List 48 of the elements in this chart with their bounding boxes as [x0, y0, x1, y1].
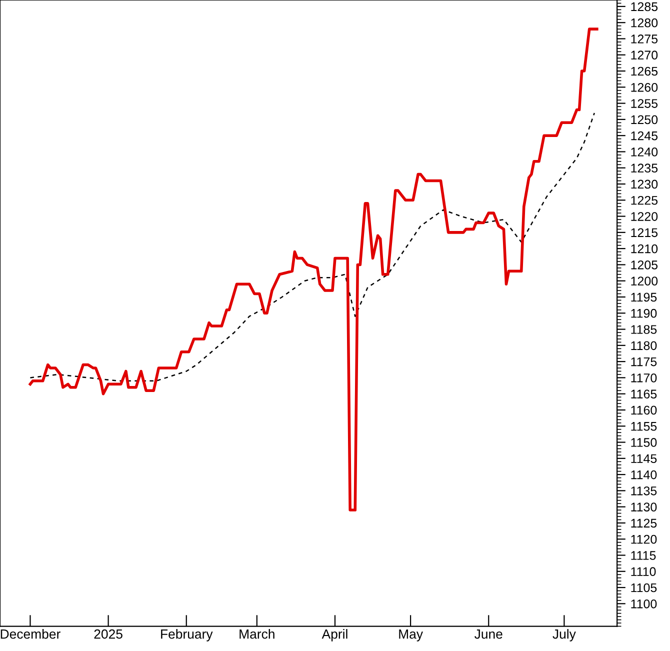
line-series — [30, 112, 596, 382]
y-tick-label: 1180 — [631, 341, 657, 350]
x-tick-label: July — [552, 629, 576, 642]
y-tick-label: 1155 — [631, 422, 657, 431]
y-tick-label: 1135 — [631, 486, 657, 496]
y-tick-label: 1130 — [631, 502, 657, 512]
y-tick-label: 1265 — [631, 66, 658, 76]
y-tick-label: 1270 — [631, 50, 658, 60]
x-tick-label: March — [240, 629, 274, 639]
x-tick-label: April — [322, 629, 348, 642]
y-tick-label: 1250 — [631, 115, 658, 124]
y-tick-label: 1235 — [631, 164, 658, 173]
y-tick-label: 1120 — [631, 534, 657, 544]
y-tick-label: 1200 — [631, 276, 658, 286]
y-tick-label: 1125 — [631, 518, 657, 528]
y-tick-label: 1215 — [631, 228, 658, 238]
y-tick-label: 1230 — [631, 180, 658, 189]
y-tick-label: 1100 — [631, 599, 657, 608]
y-tick-label: 1165 — [631, 390, 657, 398]
x-tick-label: February — [161, 629, 213, 642]
x-tick-label: December — [0, 629, 60, 639]
y-tick-label: 1185 — [631, 325, 657, 334]
y-tick-label: 1210 — [631, 244, 658, 254]
y-tick-label: 1175 — [631, 357, 657, 366]
y-tick-label: 1275 — [631, 34, 658, 44]
y-tick-label: 1285 — [631, 2, 658, 12]
y-tick-label: 1260 — [631, 82, 658, 92]
y-tick-label: 1190 — [631, 308, 657, 318]
y-tick-label: 1205 — [631, 260, 658, 270]
y-tick-label: 1140 — [631, 470, 657, 480]
x-tick-label: 2025 — [94, 629, 122, 639]
y-tick-label: 1195 — [631, 292, 657, 302]
y-tick-label: 1105 — [631, 583, 657, 592]
y-tick-label: 1280 — [631, 18, 658, 28]
line-series — [28, 28, 598, 512]
y-tick-label: 1115 — [631, 551, 656, 560]
y-tick-label: 1220 — [631, 212, 658, 221]
y-tick-label: 1170 — [631, 373, 657, 382]
y-tick-label: 1225 — [631, 196, 658, 205]
y-tick-label: 1160 — [631, 406, 657, 415]
x-tick-label: May — [399, 630, 423, 642]
y-tick-label: 1145 — [631, 454, 657, 464]
y-tick-label: 1245 — [631, 131, 658, 140]
y-tick-label: 1150 — [631, 438, 657, 447]
y-tick-label: 1110 — [631, 567, 656, 576]
y-tick-label: 1240 — [631, 148, 658, 156]
x-tick-label: June — [474, 630, 502, 639]
y-tick-label: 1255 — [631, 99, 658, 108]
